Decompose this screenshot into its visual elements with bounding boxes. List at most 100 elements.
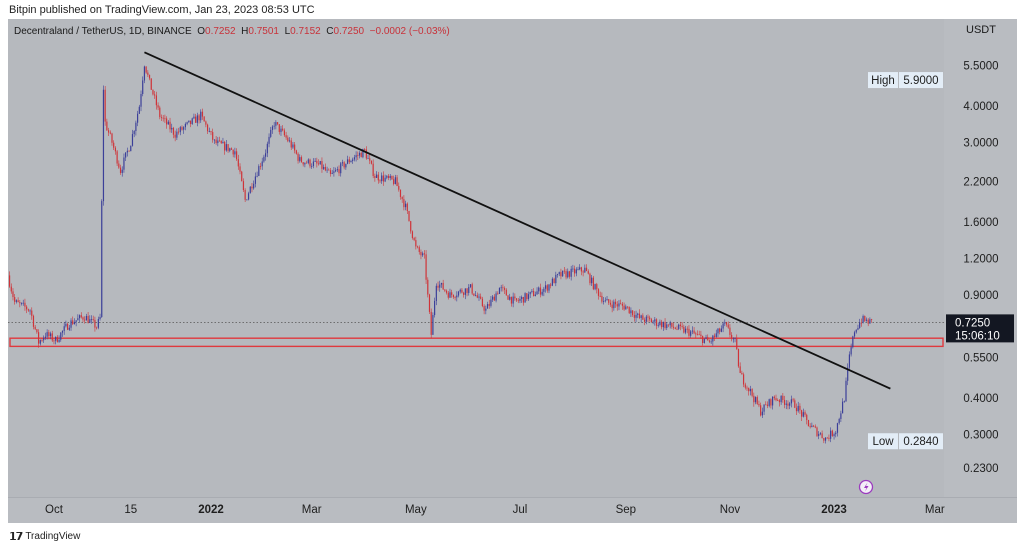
candle <box>328 169 330 171</box>
candle <box>312 161 315 167</box>
candle <box>189 120 192 124</box>
candle <box>589 273 591 284</box>
candle <box>123 157 125 170</box>
candle <box>669 322 671 326</box>
low-label: Low <box>872 436 894 448</box>
candle <box>754 397 757 403</box>
candle <box>541 291 543 295</box>
price-axis[interactable] <box>944 19 1017 522</box>
candle <box>422 253 424 256</box>
candle <box>338 169 340 174</box>
candle <box>855 329 857 333</box>
y-tick-label: 5.5000 <box>963 60 998 72</box>
candle <box>717 328 719 334</box>
candle <box>753 395 755 403</box>
candle <box>205 121 207 125</box>
candle <box>674 327 676 329</box>
close-value: 0.7250 <box>333 26 365 37</box>
candle <box>246 199 248 201</box>
candle <box>439 284 441 288</box>
candle <box>546 285 548 291</box>
candle <box>507 295 509 300</box>
candle <box>843 401 845 403</box>
candle <box>806 414 808 420</box>
candle <box>435 285 437 301</box>
candle <box>473 293 475 296</box>
low-badge: Low 0.2840 <box>868 433 943 450</box>
candle <box>51 333 53 341</box>
candle <box>348 159 350 163</box>
last-price-value: 0.7250 <box>955 317 990 329</box>
candle <box>688 328 690 336</box>
candle <box>596 284 598 290</box>
candle <box>43 337 45 341</box>
candle <box>587 271 589 274</box>
candle <box>830 430 832 439</box>
candle <box>247 193 250 200</box>
candle <box>488 304 490 306</box>
candle <box>254 176 256 184</box>
high-value: 0.7501 <box>248 26 279 37</box>
candle <box>375 174 378 178</box>
candle <box>447 292 449 298</box>
candle <box>136 113 139 123</box>
candle <box>816 427 818 436</box>
candle <box>271 126 274 130</box>
high-label: H <box>241 26 249 37</box>
candle <box>237 159 239 167</box>
candle <box>857 327 859 330</box>
alert-lightning-icon[interactable] <box>858 479 874 495</box>
candle <box>367 158 369 160</box>
candle <box>841 401 844 414</box>
candle <box>860 322 862 324</box>
candle <box>68 327 70 330</box>
candle <box>461 289 463 293</box>
x-tick-label: Mar <box>925 504 945 516</box>
candle <box>548 284 550 291</box>
candle <box>563 270 565 272</box>
candle <box>148 74 151 79</box>
candle <box>273 125 275 127</box>
candle <box>616 304 618 307</box>
x-tick-label: 2023 <box>821 504 847 516</box>
candle <box>249 186 251 194</box>
candle <box>637 313 639 315</box>
candle <box>481 298 484 307</box>
candle <box>534 294 536 297</box>
candle <box>171 127 173 130</box>
candle <box>350 161 352 163</box>
candle <box>34 326 36 330</box>
candle <box>106 121 108 131</box>
candle <box>486 304 489 309</box>
candle <box>505 289 507 296</box>
candle <box>778 400 781 403</box>
candle <box>372 163 374 176</box>
candle <box>434 300 436 316</box>
candle <box>60 332 62 340</box>
candle <box>391 175 393 180</box>
candle <box>294 144 296 151</box>
candle <box>522 296 524 303</box>
candle <box>606 299 608 301</box>
trendline[interactable] <box>144 51 891 390</box>
candle <box>760 405 762 416</box>
tradingview-footer[interactable]: 𝟭𝟳 TradingView <box>9 530 80 543</box>
candle <box>869 319 871 324</box>
candle <box>56 336 58 342</box>
candle <box>594 284 596 290</box>
support-zone[interactable] <box>9 337 944 348</box>
candle <box>693 330 695 334</box>
candle <box>560 272 562 277</box>
candle <box>712 335 714 342</box>
candle <box>160 117 163 118</box>
candle <box>823 438 825 441</box>
candle <box>82 317 84 320</box>
candle <box>783 399 786 405</box>
candle <box>454 297 456 298</box>
candle <box>556 274 559 275</box>
candle <box>828 437 830 439</box>
chart-pane[interactable] <box>8 19 1017 522</box>
candle <box>340 163 342 174</box>
time-axis[interactable] <box>8 497 1017 523</box>
candle <box>533 290 535 297</box>
